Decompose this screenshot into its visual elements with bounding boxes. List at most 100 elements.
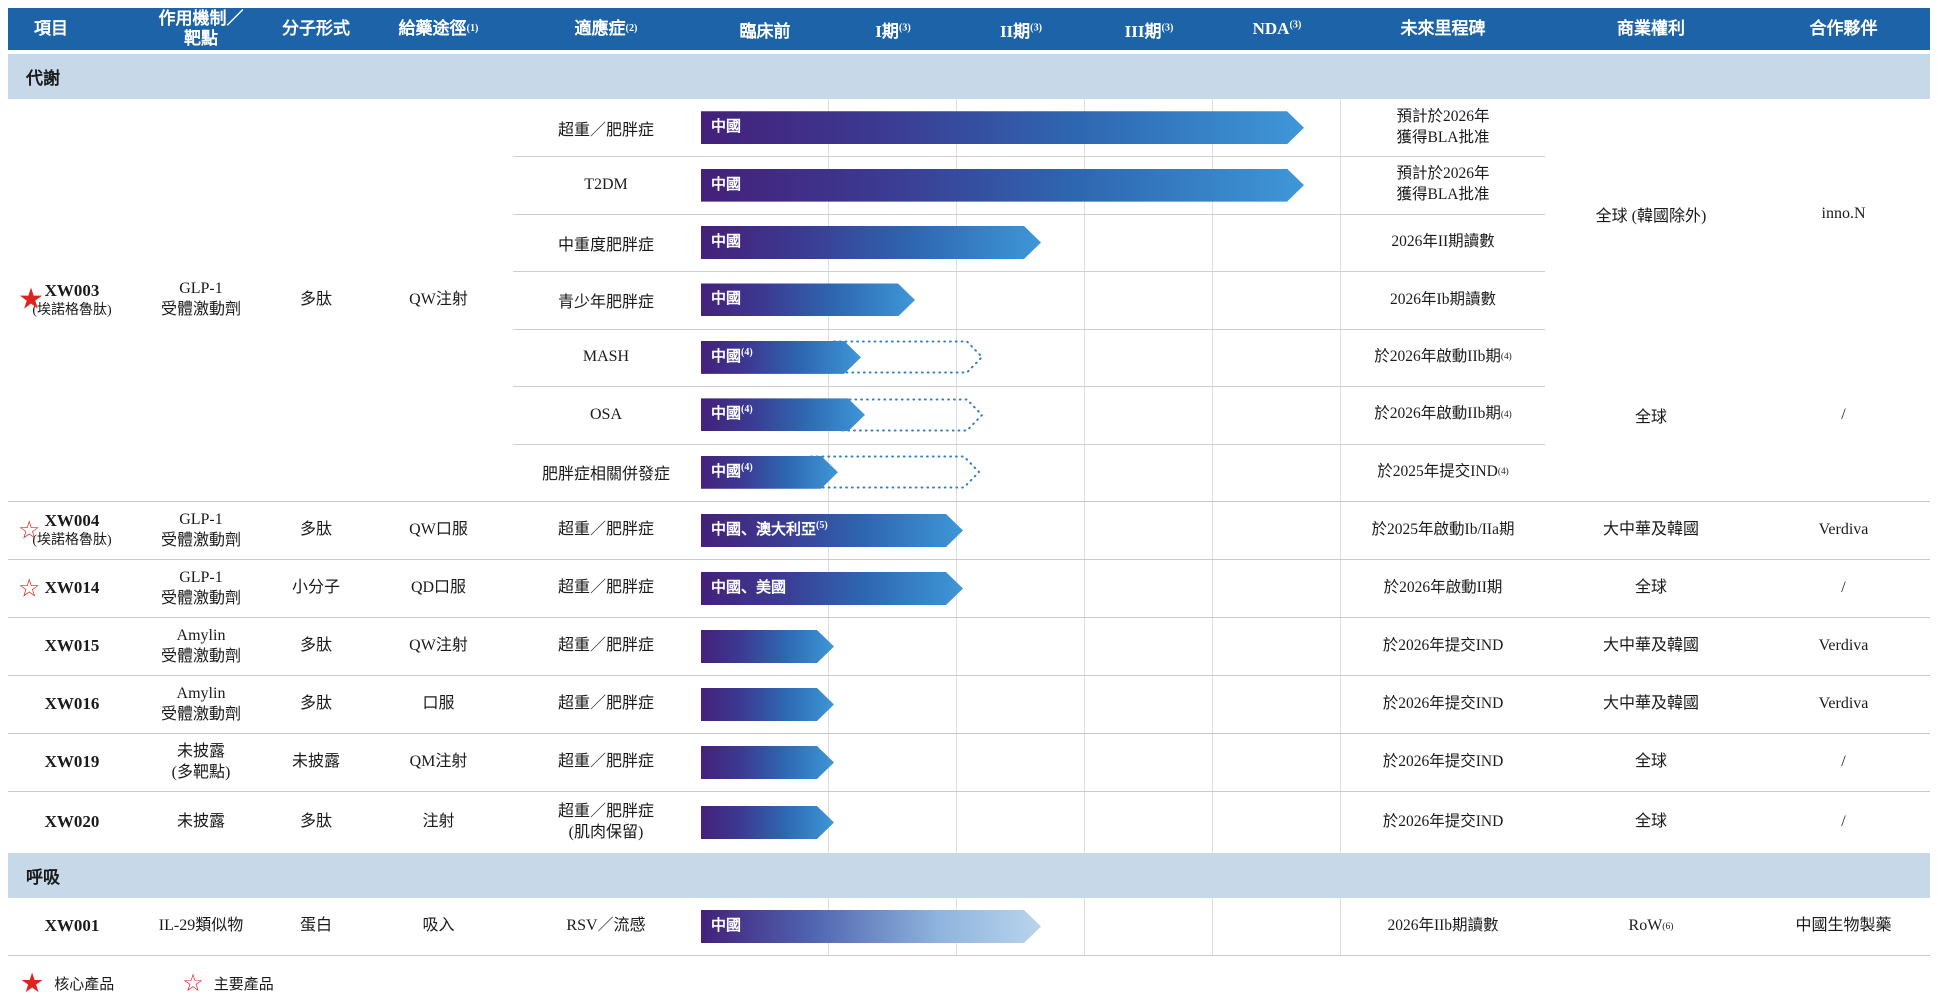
indication-cell: 超重／肥胖症 bbox=[557, 121, 654, 139]
partner-cell: Verdiva bbox=[1818, 521, 1869, 539]
phase-cell: 中國(4) bbox=[701, 329, 1341, 386]
legend-core-label: 核心產品 bbox=[54, 977, 115, 993]
bar-label-text: 中國、澳大利亞 bbox=[711, 522, 817, 538]
row-divider bbox=[513, 444, 1545, 445]
milestone-text: 2026年Ib期讀數 bbox=[1390, 290, 1496, 308]
partner-cell: / bbox=[1841, 753, 1846, 771]
milestone-text: 於2025年提交IND bbox=[1377, 462, 1498, 480]
product-subname: (埃諾格魯肽) bbox=[32, 533, 112, 549]
milestone-cell: 於2026年啟動IIb期 (4) bbox=[1341, 329, 1545, 386]
header-phase-nda: NDA(3) bbox=[1213, 19, 1341, 39]
molecule-cell: 多肽 bbox=[299, 813, 332, 831]
bar-label-text: 中國 bbox=[711, 406, 742, 423]
rights-cell: 全球 bbox=[1634, 813, 1667, 831]
header-phase3-sup: (3) bbox=[1161, 21, 1174, 33]
partner-column: inno.N / bbox=[1757, 99, 1930, 501]
pipeline-bar: 中國、美國 bbox=[701, 572, 963, 605]
milestone-text: 2026年IIb期讀數 bbox=[1387, 917, 1499, 935]
indication-cell: 青少年肥胖症 bbox=[557, 293, 654, 311]
indication-cell: RSV／流感 bbox=[566, 917, 646, 935]
bar-label-text: 中國 bbox=[711, 291, 742, 308]
route-cell: QD口服 bbox=[410, 579, 467, 597]
mechanism-cell: GLP-1 受體激動劑 bbox=[160, 510, 241, 549]
header-phase-2: II期(3) bbox=[957, 17, 1085, 42]
milestone-cell: 於2025年提交IND (4) bbox=[1341, 444, 1545, 501]
milestone-cell: 預計於2026年 獲得BLA批准 bbox=[1341, 99, 1545, 156]
product-subname: (埃諾格魯肽) bbox=[32, 302, 112, 318]
indication-cell: 超重／肥胖症 bbox=[557, 637, 654, 655]
pipeline-bar: 中國(4) bbox=[701, 341, 861, 374]
header-phase2-label: II期 bbox=[999, 21, 1031, 41]
indication-cell: 超重／肥胖症 bbox=[557, 579, 654, 597]
route-cell: QW注射 bbox=[409, 290, 468, 308]
header-col-milestone: 未來里程碑 bbox=[1400, 19, 1486, 39]
indication-cell: 超重／肥胖症 bbox=[557, 521, 654, 539]
bar-label-text: 中國 bbox=[711, 234, 742, 251]
phase-cell: 中國、澳大利亞(5) bbox=[701, 502, 1341, 559]
milestone-text: 於2026年啟動II期 bbox=[1383, 579, 1503, 597]
milestone-cell: 於2025年啟動Ib/IIa期 bbox=[1341, 502, 1545, 559]
route-cell: 注射 bbox=[422, 813, 455, 831]
product-name: XW003 bbox=[44, 280, 100, 300]
project-cell: XW020 bbox=[8, 792, 136, 853]
product-name: XW015 bbox=[44, 636, 100, 656]
route-cell: 吸入 bbox=[422, 917, 455, 935]
bar-label-text: 中國、美國 bbox=[711, 580, 787, 596]
milestone-cell: 於2026年提交IND bbox=[1341, 734, 1545, 791]
header-phase3-label: III期 bbox=[1124, 21, 1162, 41]
product-name-block: XW001 bbox=[45, 915, 100, 937]
header-phase-1: I期(3) bbox=[829, 17, 957, 42]
product-name-block: XW004 (埃諾格魯肽) bbox=[32, 510, 111, 550]
legend-key-label: 主要產品 bbox=[213, 977, 274, 993]
mechanism-cell: 未披露 (多靶點) bbox=[171, 742, 231, 781]
product-name-block: XW016 bbox=[45, 693, 100, 715]
route-cell: QW注射 bbox=[409, 637, 468, 655]
indication-cell: 超重／肥胖症 bbox=[557, 753, 654, 771]
phase-cell: 中國、美國 bbox=[701, 560, 1341, 617]
bar-region-label: 中國 bbox=[701, 169, 741, 202]
bar-region-label: 中國(4) bbox=[701, 341, 753, 374]
milestone-text: 預計於2026年 獲得BLA批准 bbox=[1396, 165, 1490, 204]
header-nda-sup: (3) bbox=[1289, 19, 1302, 31]
product-name-block: XW019 bbox=[45, 751, 100, 773]
milestone-column: 預計於2026年 獲得BLA批准 預計於2026年 獲得BLA批准 2026年I… bbox=[1341, 99, 1545, 501]
project-cell: XW015 bbox=[8, 618, 136, 675]
pipeline-bar: 中國 bbox=[701, 283, 915, 316]
header-nda-label: NDA bbox=[1252, 19, 1290, 38]
core-product-star-icon: ★ bbox=[18, 283, 44, 316]
header-phase-3: III期(3) bbox=[1085, 17, 1213, 42]
indication-cell: 超重／肥胖症 (肌肉保留) bbox=[557, 802, 654, 841]
molecule-cell: 小分子 bbox=[291, 579, 340, 597]
pipeline-bar: 中國 bbox=[701, 226, 1041, 259]
row-xw016: XW016 Amylin 受體激動劑 多肽 口服 超重／肥胖症 於2026年提交… bbox=[8, 675, 1930, 733]
indication-column: 超重／肥胖症 T2DM 中重度肥胖症 青少年肥胖症 MASH OSA 肥胖症相關… bbox=[511, 99, 701, 501]
pipeline-bar: 中國 bbox=[701, 111, 1304, 144]
milestone-cell: 於2026年啟動IIb期 (4) bbox=[1341, 386, 1545, 443]
molecule-cell: 多肽 bbox=[299, 695, 332, 713]
bar-region-label: 中國(4) bbox=[701, 398, 753, 431]
phase-cell: 中國 bbox=[701, 214, 1341, 271]
phase-cell bbox=[701, 792, 1341, 853]
indication-cell: T2DM bbox=[584, 176, 628, 194]
header-col-partner: 合作夥伴 bbox=[1809, 19, 1878, 39]
partner-cell: inno.N bbox=[1821, 204, 1866, 222]
header-col-molecule: 分子形式 bbox=[282, 19, 350, 39]
row-xw020: XW020 未披露 多肽 注射 超重／肥胖症 (肌肉保留) 於2026年提交IN… bbox=[8, 791, 1930, 853]
bar-region-label: 中國、美國 bbox=[701, 572, 786, 605]
bar-region-label: 中國 bbox=[701, 910, 741, 943]
bar-region-label: 中國 bbox=[701, 226, 741, 259]
mechanism-cell: Amylin 受體激動劑 bbox=[160, 626, 241, 665]
header-phase2-sup: (3) bbox=[1030, 21, 1043, 33]
molecule-cell: 多肽 bbox=[299, 637, 332, 655]
bar-label-sup: (4) bbox=[741, 461, 753, 473]
molecule-cell: 多肽 bbox=[299, 521, 332, 539]
core-product-star-icon: ★ bbox=[20, 968, 45, 998]
milestone-cell: 2026年IIb期讀數 bbox=[1341, 898, 1545, 955]
row-divider bbox=[513, 214, 1545, 215]
product-name-block: XW015 bbox=[45, 635, 100, 657]
milestone-text: 預計於2026年 獲得BLA批准 bbox=[1396, 107, 1490, 146]
bar-region-label: 中國 bbox=[701, 283, 741, 316]
rights-cell: RoW (6) bbox=[1545, 898, 1757, 955]
key-product-star-icon: ☆ bbox=[18, 575, 41, 602]
product-name-block: XW014 bbox=[45, 577, 100, 599]
